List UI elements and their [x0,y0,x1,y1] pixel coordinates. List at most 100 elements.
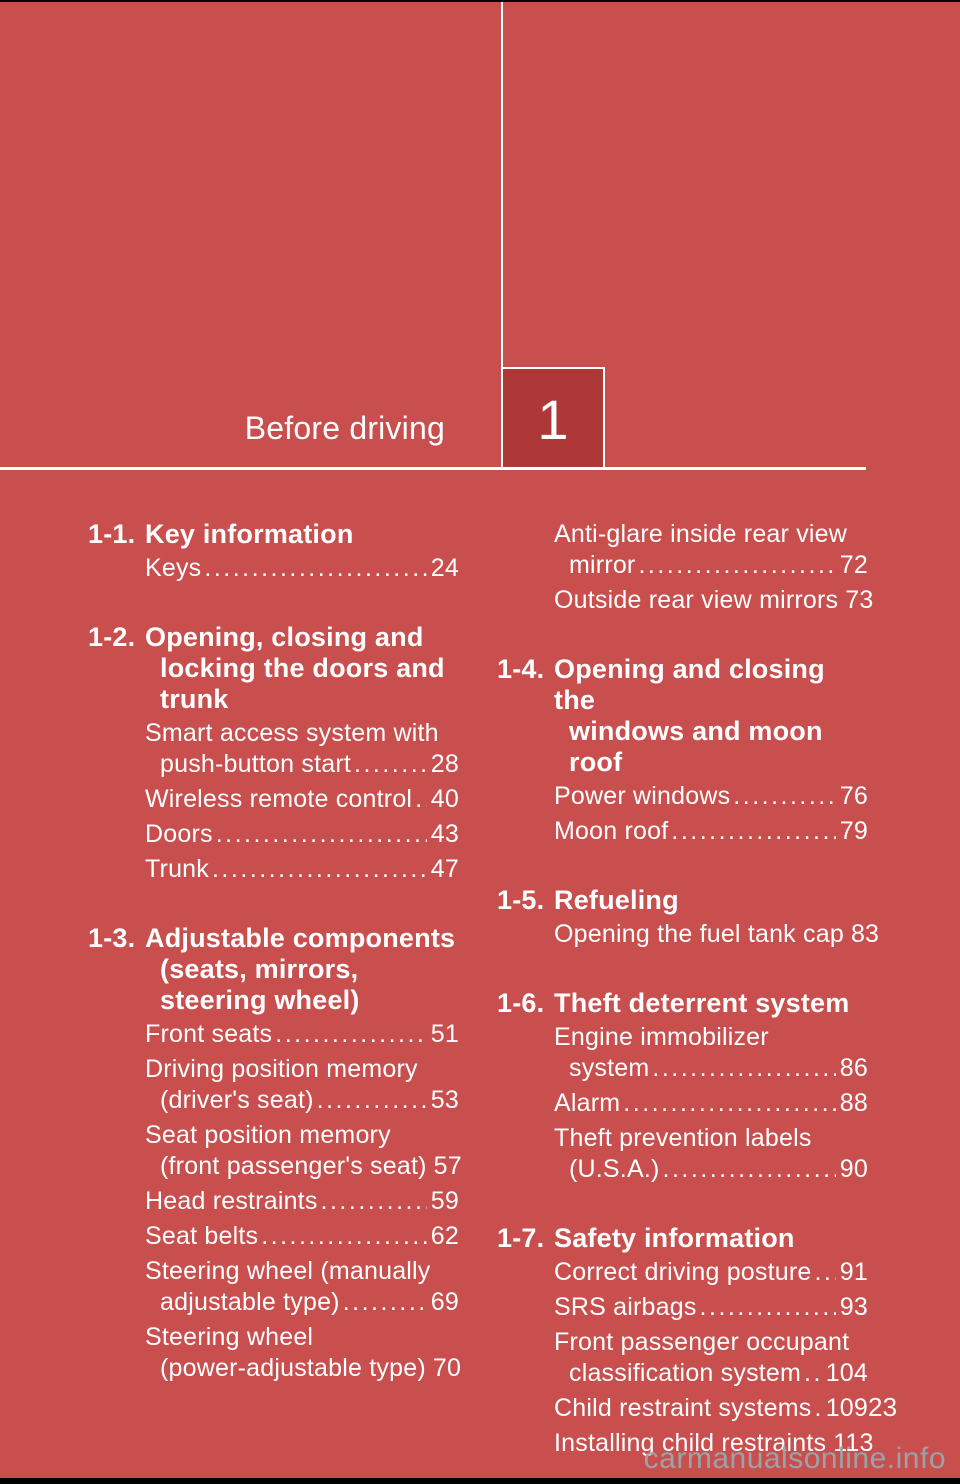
header-vertical-line [501,2,503,367]
toc-entry: Keys 24 [145,553,459,584]
toc-entry-label: Child restraint systems [554,1394,812,1422]
toc-entry-line: Anti-glare inside rear view [554,520,848,548]
toc-entry-line: mirror 72 [554,550,868,581]
page-ref: 40 [430,785,459,813]
toc-entry-line: Doors 43 [145,819,459,850]
toc-entry: Trunk 47 [145,854,459,885]
section-entries: Correct driving posture 91 SRS airbags 93 Fr… [554,1257,873,1459]
section-entries: Front seats51Driving position memory(dri… [145,1019,462,1384]
toc-section: 1-2. Opening, closing and locking the door… [88,622,459,885]
dot-leader [212,854,427,885]
page-ref: 43 [430,820,459,848]
bottom-edge-bar [0,1478,960,1484]
section-title: Opening and closing the windows and moon … [554,654,868,778]
toc-entry: Seat position memory (front passenger's s… [145,1120,462,1182]
section-title-line: windows and moon roof [569,716,823,777]
section-title-line: Key information [145,519,354,549]
page-ref: 59 [430,1187,459,1215]
section-heading: 1-3. Adjustable components (seats, mirrors… [88,923,459,1016]
toc-entry: Front seats 51 [145,1019,459,1050]
toc-left-column: 1-1. Key information Keys 24 1-2. Opening, cl… [88,519,462,1388]
toc-entry-line: Moon roof 79 [554,816,868,847]
toc-entry: Correct driving posture 91 [554,1257,868,1288]
toc-entry-label: Head restraints [145,1187,318,1215]
section-entries: Power windows 76 Moon roof 79 [554,781,868,847]
dot-leader [814,1257,835,1288]
toc-entry-label: mirror [569,551,636,579]
watermark-link[interactable]: carmanualsonline.info [643,1442,946,1475]
dot-leader [275,1019,427,1050]
dot-leader [700,1292,836,1323]
dot-leader [814,1393,821,1424]
section-title-line: steering wheel) [160,985,360,1015]
section-entries: Engine immobilizer system 86 Alarm 88 Theft p… [554,1022,868,1185]
dot-leader [623,1088,835,1119]
toc-entry-line: Front passenger occupant [554,1328,850,1356]
toc-entry: Outside rear view mirrors 73 [554,585,873,616]
page-ref: 90 [839,1155,868,1183]
toc-entry-line: system 86 [554,1053,868,1084]
toc-entry-line: Alarm 88 [554,1088,868,1119]
page-ref: 24 [430,554,459,582]
toc-entry-label: Front seats [145,1020,273,1048]
page-ref: 73 [845,586,874,614]
toc-entry-line: Front seats 51 [145,1019,459,1050]
page-ref: 91 [839,1258,868,1286]
toc-entry-label: Doors [145,820,213,848]
section-number: 1-5. [497,885,545,915]
toc-entry-line: SRS airbags 93 [554,1292,868,1323]
toc-entry: Wireless remote control 40 [145,784,459,815]
toc-entry: Moon roof 79 [554,816,868,847]
section-number: 1-4. [497,654,545,684]
toc-entry: Theft prevention labels (U.S.A.) 90 [554,1123,868,1185]
section-heading: 1-6. Theft deterrent system [497,988,868,1019]
section-title: Adjustable components (seats, mirrors, ste… [145,923,459,1016]
toc-entry-label: Correct driving posture [554,1258,812,1286]
page-ref: 62 [430,1222,459,1250]
dot-leader [317,1085,427,1116]
toc-entry-label: Moon roof [554,817,669,845]
toc-entry-label: Trunk [145,855,209,883]
toc-entry-line: Keys 24 [145,553,459,584]
dot-leader [652,1053,835,1084]
section-number: 1-7. [497,1223,545,1253]
toc-section: 1-3. Adjustable components (seats, mirrors… [88,923,462,1384]
toc-entry-label: SRS airbags [554,1293,697,1321]
section-title-line: Adjustable components [145,923,456,953]
toc-entry-label: Outside rear view mirrors [554,586,839,614]
dot-leader [204,553,426,584]
section-title-line: Opening and closing the [554,654,825,715]
toc-section: 1-7. Safety information Correct driving po… [497,1223,873,1459]
top-edge-bar [0,0,960,2]
toc-entry-line: Correct driving posture 91 [554,1257,868,1288]
toc-entry-label: (front passenger's seat) [160,1152,427,1180]
section-heading: 1-7. Safety information [497,1223,868,1254]
toc-entry-line: Wireless remote control 40 [145,784,459,815]
toc-section: Anti-glare inside rear viewmirror72Outsi… [497,519,873,616]
toc-entry-line: Seat belts 62 [145,1221,459,1252]
page-ref: 109 [825,1394,868,1422]
page-ref: 53 [430,1086,459,1114]
header-rule [0,467,866,470]
toc-entry-label: system [569,1054,650,1082]
toc-entry-line: (power-adjustable type) 70 [145,1353,461,1384]
page-ref: 72 [839,551,868,579]
toc-entry-label: Wireless remote control [145,785,413,813]
section-number: 1-2. [88,622,136,652]
section-heading: 1-4. Opening and closing the windows and m… [497,654,868,778]
toc-entry-line: Theft prevention labels [554,1124,812,1152]
toc-entry: Anti-glare inside rear view mirror 72 [554,519,868,581]
toc-entry: Child restraint systems 109 [554,1393,868,1424]
toc-entry: Head restraints 59 [145,1186,459,1217]
toc-entry-line: (front passenger's seat) 57 [145,1151,462,1182]
toc-entry: Steering wheel (power-adjustable type) 70 [145,1322,461,1384]
toc-entry-line: Outside rear view mirrors 73 [554,585,873,616]
section-entries: Anti-glare inside rear viewmirror72Outsi… [554,519,873,616]
toc-entry-label: Power windows [554,782,731,810]
section-heading: 1-5. Refueling [497,885,868,916]
section-heading: 1-1. Key information [88,519,459,550]
section-title-line: trunk [160,684,229,714]
toc-entry: Doors 43 [145,819,459,850]
toc-entry-label: classification system [569,1359,802,1387]
toc-entry-line: Installing child restraints 113 [554,1428,873,1459]
